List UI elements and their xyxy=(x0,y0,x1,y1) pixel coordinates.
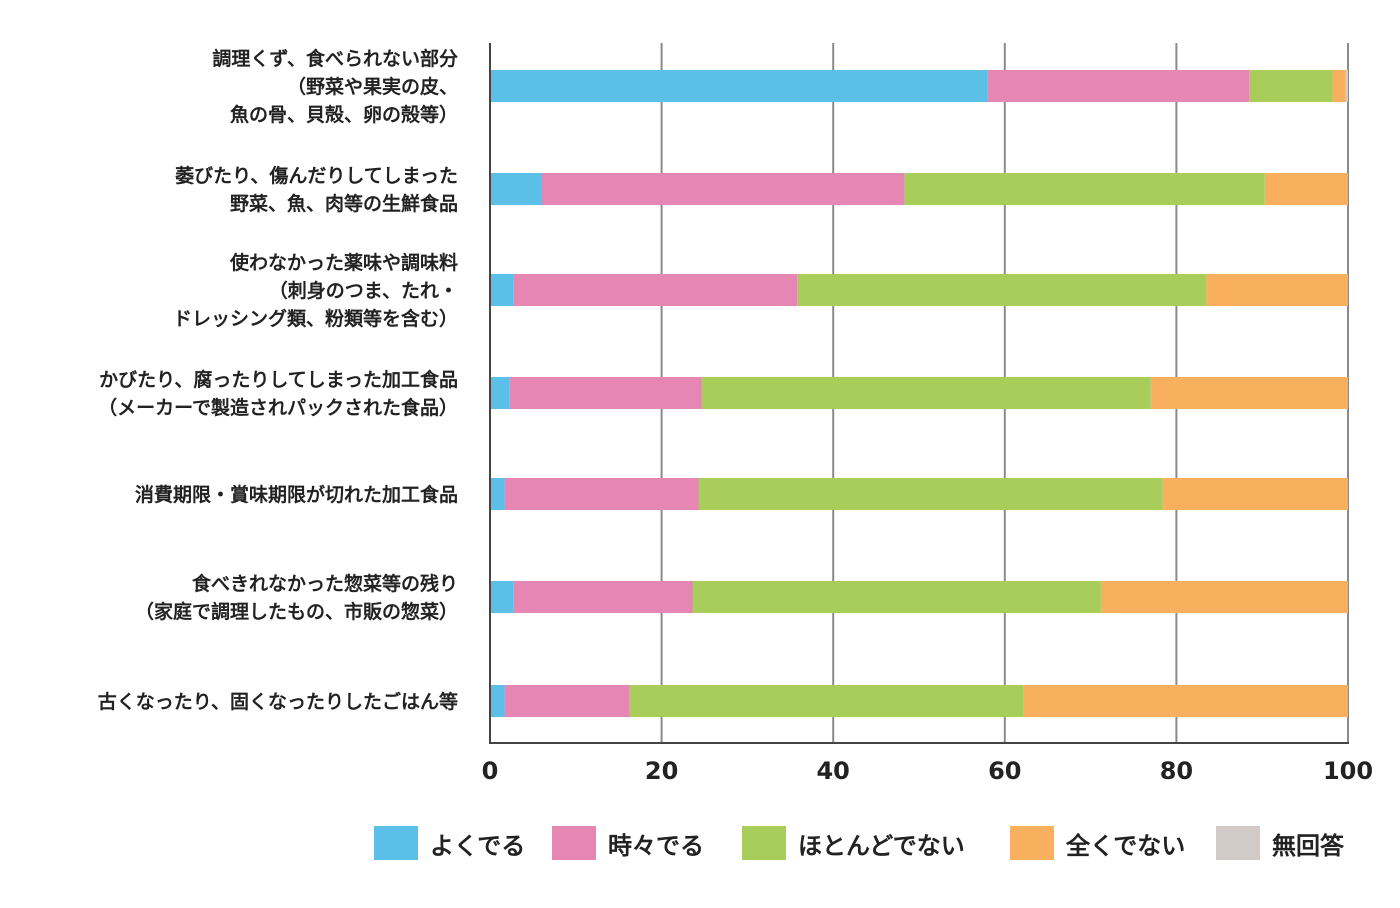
x-tick-label: 80 xyxy=(1160,757,1193,785)
bar-segment xyxy=(490,173,542,205)
legend-label: 時々でる xyxy=(608,831,704,860)
category-label: （家庭で調理したもの、市販の惣菜） xyxy=(135,600,458,623)
legend-item: ほとんどでない xyxy=(742,818,965,868)
bar-segment xyxy=(692,581,1101,613)
bar-segment xyxy=(797,274,1207,306)
x-tick-label: 100 xyxy=(1323,757,1373,785)
category-label: ドレッシング類、粉類等を含む） xyxy=(173,307,458,330)
category-label: かびたり、腐ったりしてしまった加工食品 xyxy=(99,368,458,391)
x-tick-label: 40 xyxy=(816,757,849,785)
legend-label: 無回答 xyxy=(1272,831,1344,860)
category-label: （メーカーで製造されパックされた食品） xyxy=(98,396,458,419)
legend-swatch xyxy=(374,826,418,860)
legend-swatch xyxy=(1216,826,1260,860)
legend-item: 無回答 xyxy=(1216,818,1344,868)
legend-swatch xyxy=(1010,826,1054,860)
bar-segment xyxy=(504,685,629,717)
bar-segment xyxy=(701,377,1151,409)
legend-item: 時々でる xyxy=(552,818,704,868)
category-label: 調理くず、食べられない部分 xyxy=(212,47,458,70)
bar-segment xyxy=(490,70,988,102)
legend-label: 全くでない xyxy=(1066,831,1186,860)
legend-swatch xyxy=(742,826,786,860)
bar-segment xyxy=(490,581,514,613)
category-label: 食べきれなかった惣菜等の残り xyxy=(192,572,458,595)
x-tick-label: 20 xyxy=(645,757,678,785)
bar-segment xyxy=(513,274,798,306)
category-label: （野菜や果実の皮、 xyxy=(287,75,458,98)
bar-segment xyxy=(1249,70,1333,102)
stacked-bar-chart: 調理くず、食べられない部分 （野菜や果実の皮、魚の骨、貝殻、卵の殻等） 萎びたり、傷… xyxy=(98,43,1373,785)
legend-swatch xyxy=(552,826,596,860)
bar-segment xyxy=(513,581,693,613)
bars xyxy=(490,70,1348,717)
bar-segment xyxy=(904,173,1265,205)
bar-segment xyxy=(504,478,699,510)
bar-segment xyxy=(1345,70,1348,102)
bar-segment xyxy=(1100,581,1348,613)
legend-label: よくでる xyxy=(430,831,526,860)
category-labels: 調理くず、食べられない部分 （野菜や果実の皮、魚の骨、貝殻、卵の殻等） 萎びたり、傷… xyxy=(98,47,458,713)
category-label: 萎びたり、傷んだりしてしまった xyxy=(174,164,458,187)
bar-segment xyxy=(490,685,505,717)
bar-segment xyxy=(1264,173,1348,205)
legend-item: 全くでない xyxy=(1010,818,1185,868)
bar-segment xyxy=(490,478,505,510)
bar-segment xyxy=(1023,685,1348,717)
category-label: 使わなかった薬味や調味料 xyxy=(229,251,458,274)
bar-segment xyxy=(987,70,1250,102)
x-tick-label: 0 xyxy=(482,757,499,785)
category-label: （刺身のつま、たれ・ xyxy=(269,279,458,302)
axes xyxy=(489,43,1349,744)
bar-segment xyxy=(490,274,514,306)
x-tick-labels: 0 20 40 60 80 100 xyxy=(482,757,1373,785)
category-label: 魚の骨、貝殻、卵の殻等） xyxy=(230,103,458,126)
category-label: 古くなったり、固くなったりしたごはん等 xyxy=(98,690,458,713)
bar-segment xyxy=(541,173,905,205)
x-tick-label: 60 xyxy=(988,757,1021,785)
bar-segment xyxy=(1332,70,1346,102)
bar-segment xyxy=(509,377,702,409)
bar-segment xyxy=(1206,274,1348,306)
bar-segment xyxy=(698,478,1163,510)
category-label: 野菜、魚、肉等の生鮮食品 xyxy=(230,192,458,215)
legend-item: よくでる xyxy=(374,818,525,868)
legend-label: ほとんどでない xyxy=(798,831,965,860)
bar-segment xyxy=(628,685,1024,717)
bar-segment xyxy=(1162,478,1348,510)
bar-segment xyxy=(1150,377,1348,409)
category-label: 消費期限・賞味期限が切れた加工食品 xyxy=(135,483,458,506)
bar-segment xyxy=(490,377,510,409)
legend: よくでる 時々でる ほとんどでない 全くでない 無回答 xyxy=(0,818,1400,868)
